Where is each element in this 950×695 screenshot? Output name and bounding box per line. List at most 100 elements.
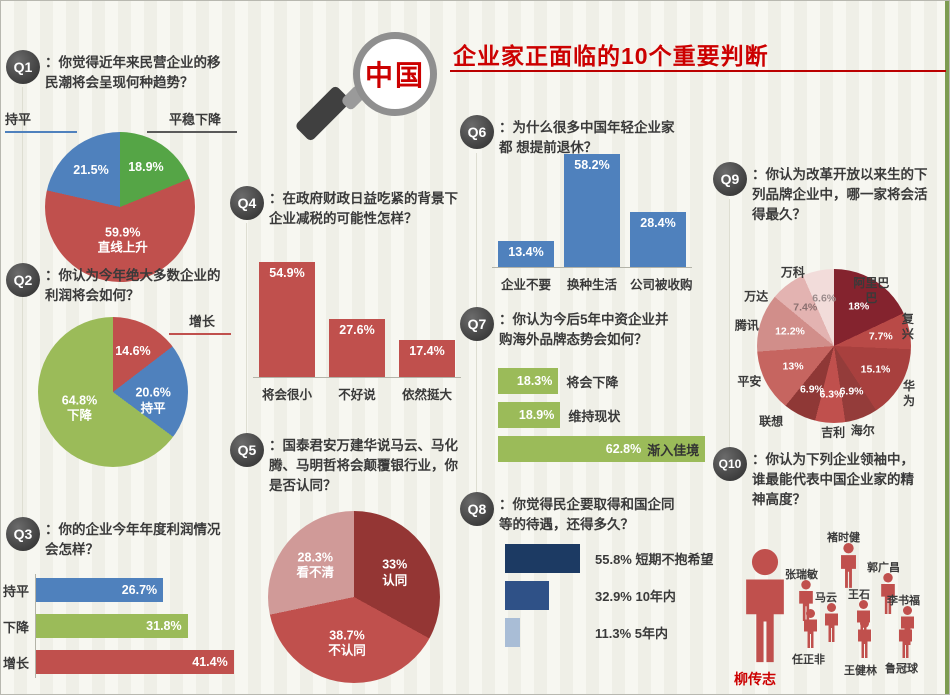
right-edge-strip xyxy=(945,1,949,694)
chart-label: 6.3% xyxy=(819,388,844,401)
magnifier-lens-icon: 中国 xyxy=(353,32,437,116)
bar-value-label: 维持现状 xyxy=(568,408,621,424)
bar: 58.2% xyxy=(564,154,620,267)
q1-question-text: 你觉得近年来民营企业的移民潮将会呈现何种趋势？ xyxy=(45,55,221,90)
bar xyxy=(505,618,521,647)
colon: ： xyxy=(499,312,513,327)
title-underline xyxy=(450,70,946,72)
chart-label: 海尔 xyxy=(850,423,875,438)
leader-name: 柳传志 xyxy=(734,671,776,687)
chart-label: 阿里巴巴 xyxy=(853,276,890,306)
q6-badge: Q6 xyxy=(460,115,494,149)
q6-bar-chart: 13.4% 企业不要 58.2% 换种生活 28.4% 公司被收购 xyxy=(492,149,693,293)
magnifier-handle-icon xyxy=(294,84,352,143)
bar-category-label: 依然挺大 xyxy=(401,388,452,402)
q10-question-text: 你认为下列企业领袖中，谁最能代表中国企业家的精神高度？ xyxy=(752,452,914,507)
leader-name: 褚时健 xyxy=(827,532,860,544)
q5-question: ：国泰君安万建华说马云、马化腾、马明哲将会颠覆银行业，你是否认同？ xyxy=(269,436,461,496)
chart-label: 33% 认同 xyxy=(382,557,408,587)
q9-question-text: 你认为改革开放以来生的下列品牌企业中，哪一家将会活得最久？ xyxy=(752,167,928,222)
chart-label: 7.4% xyxy=(793,301,818,314)
q3-badge: Q3 xyxy=(6,517,40,551)
q1-callout-left-label: 持平 xyxy=(5,112,32,127)
bar-category-label: 持平 xyxy=(3,583,30,599)
q4-question-text: 在政府财政日益吃紧的背景下企业减税的可能性怎样？ xyxy=(269,191,458,226)
logo-text: 中国 xyxy=(364,60,425,91)
chart-label: 64.8% 下降 xyxy=(61,393,98,423)
bar-row: 增长 41.4% xyxy=(3,650,234,674)
bar-row: 32.9% 10年内 xyxy=(505,581,713,610)
bar-category-label: 公司被收购 xyxy=(630,278,693,292)
bar-category-label: 企业不要 xyxy=(500,278,551,292)
bar: 18.3% xyxy=(498,368,559,394)
chart-label: 18% xyxy=(848,300,870,313)
bar: 62.8% 渐入佳境 xyxy=(498,436,706,462)
bar: 31.8% xyxy=(35,614,188,638)
leader-name: 王健林 xyxy=(844,665,877,677)
leader-figure xyxy=(854,619,875,659)
q1-question: ：你觉得近年来民营企业的移民潮将会呈现何种趋势？ xyxy=(45,53,223,93)
q2-callout: 增长 xyxy=(169,311,231,335)
colon: ： xyxy=(45,55,59,70)
q3-question: ：你的企业今年年度利润情况会怎样？ xyxy=(45,520,223,560)
bar: 13.4% xyxy=(498,241,554,267)
colon: ： xyxy=(269,191,283,206)
q3-question-text: 你的企业今年年度利润情况会怎样？ xyxy=(45,522,221,557)
chart-label: 20.6% 持平 xyxy=(135,385,171,416)
connector-line xyxy=(246,223,247,435)
q1-callout-right-label: 平稳下降 xyxy=(169,112,222,127)
q9-question: ：你认为改革开放以来生的下列品牌企业中，哪一家将会活得最久？ xyxy=(752,165,930,225)
q2-pie-chart: 14.6% 20.6% 持平 64.8% 下降 xyxy=(38,317,188,467)
chart-label: 6.6% xyxy=(812,292,837,305)
axis-line xyxy=(492,267,692,268)
colon: ： xyxy=(269,438,283,453)
chart-label: 7.7% xyxy=(868,329,893,342)
q8-question-text: 你觉得民企要取得和国企同等的待遇，还得多久？ xyxy=(499,497,675,532)
bar: 26.7% xyxy=(35,578,164,602)
bar-row: 18.9% 维持现状 xyxy=(498,402,705,428)
q1-pie-chart: 18.9% 59.9% 直线上升 21.5% xyxy=(45,132,195,282)
leader-name: 郭广昌 xyxy=(867,562,900,574)
bar-value-label: 32.9% 10年内 xyxy=(595,589,676,604)
chart-label: 21.5% xyxy=(73,162,109,177)
q8-badge: Q8 xyxy=(460,492,494,526)
bar-category-label: 不好说 xyxy=(338,388,376,402)
bar xyxy=(505,544,581,573)
leader-name: 李书福 xyxy=(887,595,920,607)
leader-name: 王石 xyxy=(848,589,870,601)
chart-label: 18.9% xyxy=(128,160,164,175)
leader-figure xyxy=(795,580,817,622)
bar-row: 11.3% 5年内 xyxy=(505,618,713,647)
bar-row: 持平 26.7% xyxy=(3,578,234,602)
q2-badge: Q2 xyxy=(6,263,40,297)
bar: 28.4% xyxy=(630,212,686,267)
q4-question: ：在政府财政日益吃紧的背景下企业减税的可能性怎样？ xyxy=(269,189,461,229)
chart-label: 15.1% xyxy=(860,363,891,375)
bar-category-label: 下降 xyxy=(3,619,30,635)
q5-badge: Q5 xyxy=(230,433,264,467)
leader-name: 鲁冠球 xyxy=(885,663,918,675)
q10-badge: Q10 xyxy=(713,447,747,481)
q7-question-text: 你认为今后5年中资企业并购海外品牌态势会如何？ xyxy=(499,312,669,347)
q2-question-text: 你认为今年绝大多数企业的利润将会如何？ xyxy=(45,268,221,303)
chart-label: 28.3% 看不清 xyxy=(296,549,335,580)
bar xyxy=(505,581,550,610)
chart-label: 6.9% xyxy=(799,383,824,396)
q2-callout-label: 增长 xyxy=(189,314,216,329)
q1-callout-right-line xyxy=(147,131,237,133)
colon: ： xyxy=(499,120,513,135)
bar-row: 55.8% 短期不抱希望 xyxy=(505,544,713,573)
colon: ： xyxy=(45,522,59,537)
bar-category-label: 将会很小 xyxy=(261,388,312,402)
chart-label: 腾讯 xyxy=(734,318,759,333)
chart-label: 38.7% 不认同 xyxy=(328,628,366,658)
bar: 18.9% xyxy=(498,402,561,428)
q4-badge: Q4 xyxy=(230,186,264,220)
bar-value-label: 将会下降 xyxy=(566,374,619,390)
chart-label: 14.6% xyxy=(115,343,151,358)
connector-line xyxy=(729,199,730,449)
chart-label: 12.2% xyxy=(775,325,805,338)
leader-name: 马云 xyxy=(815,592,837,604)
colon: ： xyxy=(752,452,766,467)
